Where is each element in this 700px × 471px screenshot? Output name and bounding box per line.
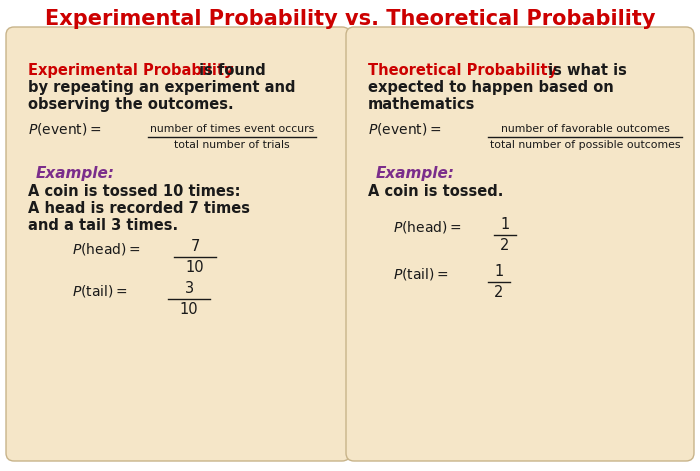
Text: 2: 2	[494, 285, 504, 300]
Text: A head is recorded 7 times: A head is recorded 7 times	[28, 201, 250, 216]
Text: number of times event occurs: number of times event occurs	[150, 124, 314, 134]
Text: is what is: is what is	[543, 63, 627, 78]
Text: $P(\mathrm{head}) =$: $P(\mathrm{head}) =$	[72, 241, 141, 257]
Text: Example:: Example:	[376, 166, 455, 181]
Text: Theoretical Probability: Theoretical Probability	[368, 63, 557, 78]
Text: 10: 10	[186, 260, 204, 275]
Text: 2: 2	[500, 238, 510, 253]
Text: is found: is found	[194, 63, 266, 78]
Text: Example:: Example:	[36, 166, 115, 181]
Text: Experimental Probability: Experimental Probability	[28, 63, 234, 78]
Text: $P(\mathrm{head}) =$: $P(\mathrm{head}) =$	[393, 219, 462, 235]
Text: $P(\mathrm{tail}) =$: $P(\mathrm{tail}) =$	[72, 283, 127, 299]
Text: 7: 7	[190, 239, 199, 254]
Text: A coin is tossed.: A coin is tossed.	[368, 184, 503, 199]
Text: Experimental Probability vs. Theoretical Probability: Experimental Probability vs. Theoretical…	[45, 9, 655, 29]
Text: total number of trials: total number of trials	[174, 140, 290, 150]
Text: expected to happen based on: expected to happen based on	[368, 80, 614, 95]
Text: by repeating an experiment and: by repeating an experiment and	[28, 80, 295, 95]
Text: 3: 3	[184, 281, 194, 296]
Text: 1: 1	[494, 264, 503, 279]
Text: 1: 1	[500, 217, 510, 232]
Text: observing the outcomes.: observing the outcomes.	[28, 97, 234, 112]
Text: $P(\mathrm{tail}) =$: $P(\mathrm{tail}) =$	[393, 266, 449, 282]
Text: 10: 10	[180, 302, 198, 317]
Text: total number of possible outcomes: total number of possible outcomes	[490, 140, 680, 150]
Text: and a tail 3 times.: and a tail 3 times.	[28, 218, 178, 233]
FancyBboxPatch shape	[346, 27, 694, 461]
FancyBboxPatch shape	[6, 27, 350, 461]
Text: mathematics: mathematics	[368, 97, 475, 112]
Text: $P(\mathrm{event}) =$: $P(\mathrm{event}) =$	[28, 121, 101, 137]
Text: A coin is tossed 10 times:: A coin is tossed 10 times:	[28, 184, 241, 199]
Text: $P(\mathrm{event}) =$: $P(\mathrm{event}) =$	[368, 121, 442, 137]
Text: number of favorable outcomes: number of favorable outcomes	[500, 124, 669, 134]
